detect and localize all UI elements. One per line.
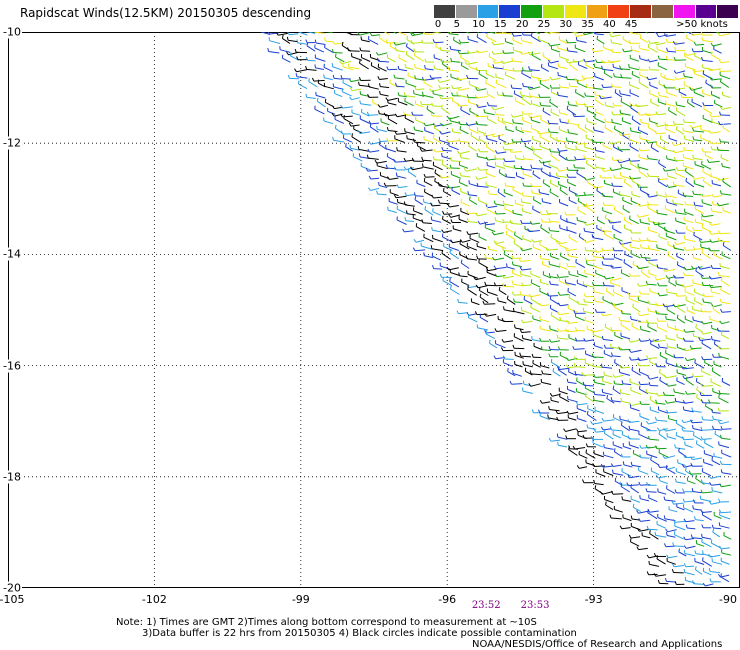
lat-label: -20 (2, 581, 22, 595)
legend-label: 5 (453, 19, 460, 30)
lat-label: -12 (2, 136, 22, 150)
lon-label: -105 (0, 593, 25, 606)
note-line-1: Note: 1) Times are GMT 2)Times along bot… (116, 617, 537, 628)
lon-label: -99 (291, 593, 310, 606)
legend-label: 25 (537, 19, 551, 30)
note-line-2: 3)Data buffer is 22 hrs from 20150305 4)… (142, 628, 577, 639)
legend-swatch (717, 5, 740, 18)
lon-label: -90 (719, 593, 737, 606)
color-legend: 0 5 10 15 20 25 30 35 40 45 >50 knots (434, 5, 740, 31)
legend-label: 10 (472, 19, 485, 30)
note-line-3: NOAA/NESDIS/Office of Research and Appli… (472, 639, 723, 650)
legend-swatch (477, 5, 500, 18)
legend-swatch (434, 5, 456, 18)
legend-label: 20 (515, 19, 529, 30)
legend-swatch (630, 5, 652, 18)
legend-swatch (586, 5, 609, 18)
legend-swatch (564, 5, 587, 18)
legend-swatch (521, 5, 543, 18)
lat-label: -18 (2, 470, 22, 484)
legend-swatches (434, 5, 740, 18)
lat-label: -16 (2, 359, 22, 373)
time-label: 23:52 (471, 600, 501, 611)
wind-map[interactable] (8, 32, 740, 588)
lon-label: -93 (584, 593, 603, 606)
legend-label: 0 (434, 19, 442, 30)
map-border (8, 32, 740, 588)
legend-swatch (695, 5, 718, 18)
legend-label: 40 (603, 19, 616, 30)
legend-swatch (455, 5, 478, 18)
legend-label: 15 (494, 19, 507, 30)
legend-swatch (499, 5, 522, 18)
wind-barbs (260, 32, 732, 587)
legend-swatch (542, 5, 565, 18)
map-title: Rapidscat Winds(12.5KM) 20150305 descend… (20, 6, 312, 20)
lon-label: -102 (141, 593, 167, 606)
legend-label: >50 knots (676, 19, 728, 30)
time-label: 23:53 (520, 600, 550, 611)
legend-label: 35 (581, 19, 594, 30)
legend-swatch (651, 5, 674, 18)
legend-label: 30 (559, 19, 573, 30)
legend-swatch (608, 5, 631, 18)
legend-label: 45 (624, 19, 638, 30)
wind-map-svg (8, 32, 740, 588)
lat-label: -10 (2, 25, 22, 39)
lon-label: -96 (438, 593, 457, 606)
legend-swatch (673, 5, 696, 18)
lat-label: -14 (2, 247, 22, 261)
